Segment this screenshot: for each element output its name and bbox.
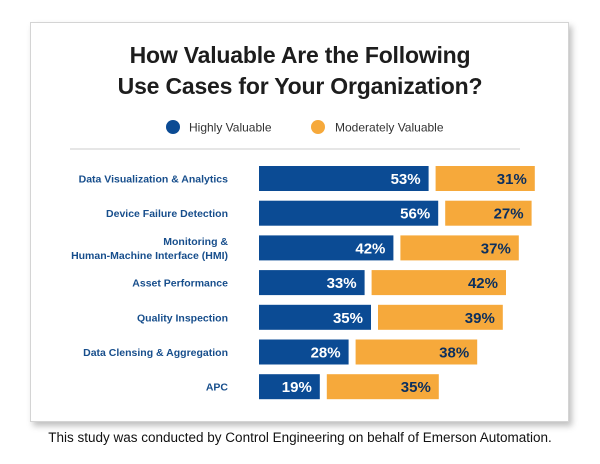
bar-highly-valuable <box>259 200 439 226</box>
bar-highly-valuable <box>259 304 371 330</box>
bar-highly-valuable <box>259 235 394 261</box>
bar-value-label: 35% <box>333 310 363 327</box>
bar-moderately-valuable <box>378 304 503 330</box>
category-label: Monitoring & <box>163 236 228 248</box>
bar-value-label: 28% <box>311 345 341 362</box>
category-label: Human-Machine Interface (HMI) <box>71 250 228 262</box>
legend-marker-1 <box>166 120 180 134</box>
chart-title: How Valuable Are the Following Use Cases… <box>0 40 600 102</box>
bar-value-label: 33% <box>327 275 357 292</box>
chart-title-line-2: Use Cases for Your Organization? <box>117 73 483 99</box>
bar-value-label: 38% <box>439 345 469 362</box>
legend-label-2: Moderately Valuable <box>335 121 444 135</box>
category-label: Data Clensing & Aggregation <box>83 347 228 359</box>
study-caption: This study was conducted by Control Engi… <box>48 430 552 445</box>
bar-moderately-valuable <box>435 166 535 191</box>
legend-label-1: Highly Valuable <box>189 121 272 135</box>
bar-value-label: 27% <box>494 206 524 223</box>
category-label: APC <box>206 382 229 394</box>
legend-marker-2 <box>311 120 325 134</box>
bar-value-label: 39% <box>465 310 495 327</box>
bar-value-label: 35% <box>401 379 431 396</box>
bar-moderately-valuable <box>445 200 532 226</box>
bar-value-label: 56% <box>400 206 430 223</box>
bar-value-label: 42% <box>355 240 385 257</box>
bar-value-label: 53% <box>391 171 421 188</box>
bar-highly-valuable <box>259 339 349 365</box>
category-label: Quality Inspection <box>137 312 228 324</box>
category-label: Data Visualization & Analytics <box>79 174 229 186</box>
bar-highly-valuable <box>259 374 320 400</box>
bar-highly-valuable <box>259 270 365 296</box>
bar-moderately-valuable <box>326 374 439 400</box>
category-label: Asset Performance <box>132 278 228 290</box>
category-label: Device Failure Detection <box>106 208 228 220</box>
bar-highly-valuable <box>259 166 429 191</box>
bar-moderately-valuable <box>355 339 478 365</box>
bar-moderately-valuable <box>371 270 506 296</box>
chart-title-line-1: How Valuable Are the Following <box>129 42 471 68</box>
bar-value-label: 42% <box>468 275 498 292</box>
bar-value-label: 19% <box>282 379 312 396</box>
bar-value-label: 37% <box>481 240 511 257</box>
bar-moderately-valuable <box>400 235 519 261</box>
bar-value-label: 31% <box>497 171 527 188</box>
